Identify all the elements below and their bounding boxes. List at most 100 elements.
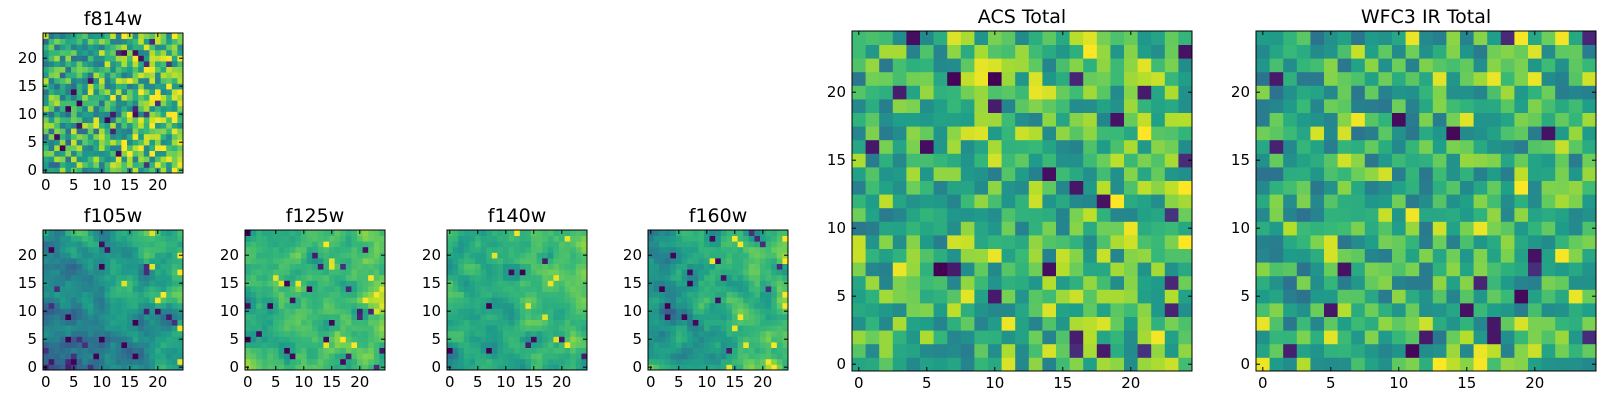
heatmap-cell	[250, 302, 257, 309]
heatmap-cell	[155, 235, 161, 242]
heatmap-cell	[1555, 85, 1570, 100]
heatmap-cell	[906, 357, 921, 372]
heatmap-cell	[1528, 99, 1542, 113]
y-tick-label: 10	[18, 105, 37, 123]
heatmap-cell	[559, 269, 565, 276]
heatmap-cell	[362, 269, 369, 276]
heatmap-cell	[1364, 316, 1379, 331]
heatmap-cell	[531, 330, 537, 337]
heatmap-cell	[754, 364, 761, 371]
heatmap-cell	[748, 302, 755, 309]
heatmap-cell	[1015, 85, 1030, 100]
heatmap-cell	[508, 347, 515, 354]
heatmap-cell	[82, 286, 89, 292]
heatmap-cell	[59, 77, 66, 84]
heatmap-cell	[93, 297, 100, 304]
heatmap-cell	[519, 246, 526, 253]
y-tick-label: 0	[431, 358, 441, 376]
heatmap-cell	[351, 308, 358, 315]
heatmap-cell	[1487, 221, 1502, 236]
heatmap-cell	[670, 274, 677, 281]
heatmap-cell	[692, 347, 699, 354]
heatmap-cell	[373, 280, 380, 287]
heatmap-cell	[1015, 343, 1030, 358]
heatmap-cell	[1500, 262, 1515, 277]
heatmap-cell	[988, 71, 1002, 86]
heatmap-cell	[59, 353, 66, 360]
heatmap-cell	[704, 358, 710, 365]
heatmap-cell	[865, 112, 880, 127]
heatmap-cell	[570, 269, 577, 276]
heatmap-cell	[715, 319, 722, 326]
heatmap-cell	[947, 99, 962, 113]
heatmap-cell	[1324, 275, 1338, 290]
heatmap-cell	[1056, 316, 1070, 331]
heatmap-cell	[160, 49, 167, 56]
heatmap-cell	[104, 330, 111, 337]
heatmap-cell	[743, 330, 750, 337]
heatmap-cell	[681, 263, 688, 270]
heatmap-cell	[115, 286, 122, 292]
heatmap-cell	[653, 308, 660, 315]
heatmap-cell	[1514, 262, 1529, 277]
heatmap-cell	[143, 269, 150, 276]
heatmap-cell	[368, 230, 375, 236]
heatmap-cell	[127, 128, 133, 135]
heatmap-cell	[1487, 44, 1502, 59]
heatmap-cell	[1001, 248, 1016, 263]
heatmap-cell	[497, 258, 504, 264]
heatmap-cell	[261, 291, 268, 298]
heatmap-cell	[82, 235, 89, 242]
heatmap-cell	[334, 358, 341, 365]
heatmap-cell	[1432, 139, 1447, 154]
heatmap-cell	[87, 358, 94, 365]
heatmap-cell	[497, 280, 504, 287]
heatmap-cell	[715, 342, 722, 348]
heatmap-cell	[933, 303, 948, 317]
heatmap-cell	[171, 347, 178, 354]
heatmap-cell	[177, 358, 184, 365]
heatmap-cell	[720, 342, 727, 348]
heatmap-cell	[865, 126, 880, 141]
heatmap-cell	[71, 105, 77, 112]
heatmap-cell	[1432, 275, 1447, 290]
heatmap-cell	[1069, 167, 1084, 181]
heatmap-cell	[659, 274, 666, 281]
heatmap-cell	[1541, 112, 1556, 127]
heatmap-cell	[559, 353, 565, 360]
heatmap-cell	[480, 336, 487, 343]
heatmap-cell	[177, 89, 184, 95]
heatmap-cell	[171, 89, 178, 95]
heatmap-cell	[648, 353, 654, 360]
heatmap-cell	[82, 230, 89, 236]
heatmap-cell	[149, 314, 156, 320]
heatmap-cell	[323, 258, 330, 264]
heatmap-cell	[323, 353, 330, 360]
heatmap-cell	[149, 358, 156, 365]
heatmap-cell	[312, 291, 319, 298]
heatmap-cell	[852, 167, 866, 181]
heatmap-cell	[1042, 330, 1057, 345]
heatmap-cell	[1269, 153, 1284, 168]
heatmap-cell	[732, 325, 738, 332]
heatmap-cell	[138, 241, 145, 248]
heatmap-cell	[776, 230, 783, 236]
heatmap-cell	[531, 258, 537, 264]
heatmap-cell	[166, 246, 173, 253]
heatmap-cell	[726, 308, 733, 315]
heatmap-cell	[121, 77, 128, 84]
heatmap-cell	[743, 241, 750, 248]
heatmap-cell	[76, 269, 83, 276]
heatmap-cell	[726, 314, 733, 320]
heatmap-cell	[1514, 194, 1529, 209]
heatmap-cell	[670, 291, 677, 298]
heatmap-cell	[676, 347, 682, 354]
heatmap-cell	[947, 235, 962, 249]
heatmap-cell	[681, 330, 688, 337]
heatmap-cell	[1110, 139, 1125, 154]
heatmap-cell	[317, 314, 324, 320]
heatmap-cell	[76, 258, 83, 264]
heatmap-cell	[1256, 58, 1270, 73]
heatmap-cell	[48, 61, 55, 67]
